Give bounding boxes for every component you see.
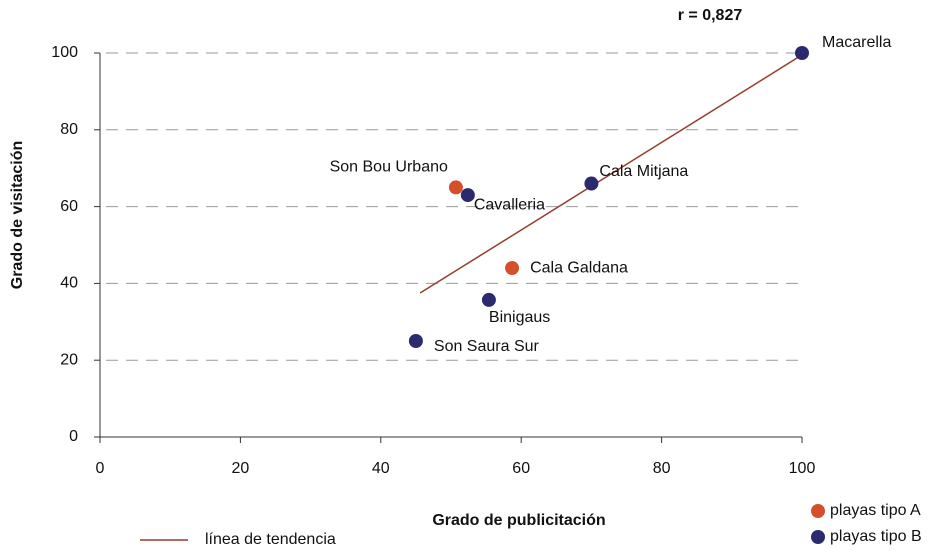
trend-line: [419, 54, 803, 294]
y-tick-label: 0: [69, 428, 78, 445]
y-axis-label: Grado de visitación: [9, 141, 26, 289]
point-label: Cavalleria: [474, 196, 545, 213]
y-tick-label: 80: [60, 121, 78, 138]
x-tick-label: 0: [96, 460, 105, 477]
point: [481, 292, 496, 307]
point: [448, 180, 463, 195]
annotation: r = 0,827: [678, 7, 743, 24]
point: [408, 334, 423, 348]
x-tick-label: 40: [372, 460, 390, 477]
y-tick-label: 40: [60, 275, 78, 292]
legend-label: playas tipo A: [830, 502, 921, 519]
point-label: Cala Mitjana: [599, 163, 688, 180]
legend-label: playas tipo B: [830, 528, 922, 545]
x-axis-label: Grado de publicitación: [432, 512, 605, 529]
legend-marker: [811, 504, 825, 518]
point-label: Macarella: [822, 34, 891, 51]
legend-label: línea de tendencia: [205, 531, 336, 548]
x-tick-label: 20: [232, 460, 250, 477]
point: [505, 261, 520, 276]
y-tick-label: 20: [60, 351, 78, 368]
point: [460, 188, 475, 203]
point-label: Son Bou Urbano: [330, 159, 448, 176]
y-tick-label: 60: [60, 198, 78, 215]
x-tick-label: 60: [512, 460, 530, 477]
x-tick-label: 100: [789, 460, 816, 477]
legend-marker: [811, 530, 825, 544]
point-label: Son Saura Sur: [434, 338, 540, 355]
point: [584, 176, 599, 191]
x-tick-label: 80: [653, 460, 671, 477]
point-label: Binigaus: [489, 309, 550, 326]
point: [795, 46, 809, 60]
y-tick-label: 100: [51, 44, 78, 61]
point-label: Cala Galdana: [530, 259, 628, 276]
